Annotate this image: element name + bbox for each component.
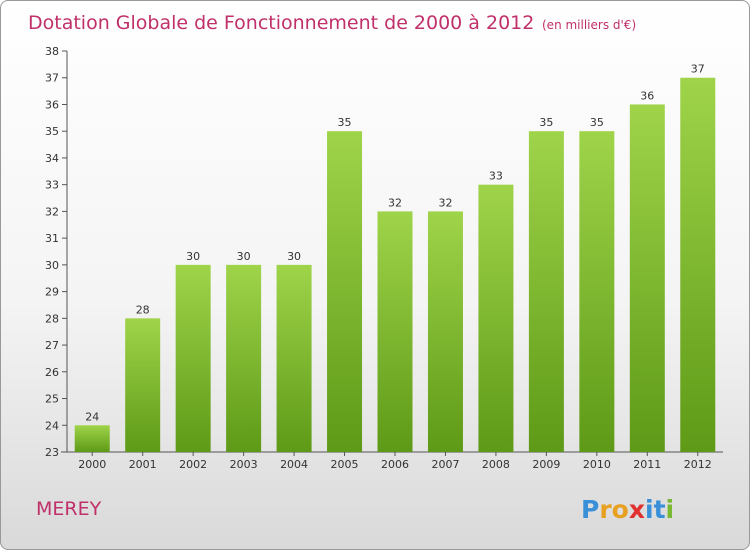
logo-letter: i xyxy=(645,495,654,524)
y-tick-label: 35 xyxy=(45,125,59,138)
value-label: 28 xyxy=(136,303,150,316)
bar-2005 xyxy=(327,131,363,452)
x-tick-label: 2002 xyxy=(179,458,207,471)
chart-title: Dotation Globale de Fonctionnement de 20… xyxy=(28,12,534,34)
x-tick-label: 2011 xyxy=(633,458,661,471)
y-tick-label: 34 xyxy=(45,152,59,165)
bar-2008 xyxy=(478,184,514,452)
chart-subtitle: (en milliers d'€) xyxy=(542,18,636,32)
bar-2009 xyxy=(528,131,564,452)
x-tick-label: 2000 xyxy=(78,458,106,471)
x-tick-label: 2004 xyxy=(280,458,308,471)
y-tick-label: 23 xyxy=(45,446,59,459)
x-tick-label: 2010 xyxy=(583,458,611,471)
value-label: 37 xyxy=(691,63,705,76)
value-label: 30 xyxy=(237,250,251,263)
y-tick-label: 37 xyxy=(45,72,59,85)
x-tick-label: 2005 xyxy=(331,458,359,471)
y-tick-label: 24 xyxy=(45,419,59,432)
y-tick-label: 26 xyxy=(45,366,59,379)
x-tick-label: 2001 xyxy=(129,458,157,471)
bar-2012 xyxy=(680,77,716,452)
value-label: 32 xyxy=(388,196,402,209)
logo-letter: P xyxy=(581,495,599,524)
y-tick-group: 23 24 25 26 27 28 29 30 31 32 33 34 35 36 37 38 xyxy=(45,45,67,459)
y-tick-label: 30 xyxy=(45,259,59,272)
bar-2011 xyxy=(629,104,665,452)
y-tick-label: 28 xyxy=(45,312,59,325)
bar-2007 xyxy=(427,211,463,452)
y-tick-label: 31 xyxy=(45,232,59,245)
logo-letter: x xyxy=(629,495,645,524)
bar-2006 xyxy=(377,211,413,452)
bar-2001 xyxy=(125,318,161,452)
y-tick-label: 33 xyxy=(45,179,59,192)
x-tick-label: 2007 xyxy=(431,458,459,471)
x-tick-label: 2008 xyxy=(482,458,510,471)
y-tick-label: 27 xyxy=(45,339,59,352)
bar-2004 xyxy=(276,264,312,452)
logo-letter: t xyxy=(654,495,666,524)
value-label: 35 xyxy=(539,116,553,129)
value-label-group: 24 28 30 30 30 35 32 32 33 35 35 36 37 xyxy=(85,63,705,424)
bar-2003 xyxy=(226,264,262,452)
value-label: 33 xyxy=(489,170,503,183)
logo-letter: o xyxy=(612,495,629,524)
y-tick-label: 36 xyxy=(45,98,59,111)
y-tick-label: 25 xyxy=(45,393,59,406)
proxiti-logo: Proxiti xyxy=(581,495,674,524)
value-label: 32 xyxy=(438,196,452,209)
bars-group xyxy=(74,77,716,452)
commune-name: MEREY xyxy=(36,498,102,520)
y-tick-label: 32 xyxy=(45,205,59,218)
x-tick-label: 2009 xyxy=(532,458,560,471)
x-tick-group: 2000 2001 2002 2003 2004 2005 2006 2007 2008 2009… xyxy=(78,452,712,471)
bar-2010 xyxy=(579,131,615,452)
value-label: 30 xyxy=(186,250,200,263)
logo-letter: r xyxy=(599,495,612,524)
value-label: 35 xyxy=(590,116,604,129)
x-tick-label: 2012 xyxy=(684,458,712,471)
value-label: 30 xyxy=(287,250,301,263)
value-label: 36 xyxy=(640,89,654,102)
x-tick-label: 2006 xyxy=(381,458,409,471)
bar-2000 xyxy=(74,425,110,452)
value-label: 35 xyxy=(338,116,352,129)
y-tick-label: 29 xyxy=(45,286,59,299)
bar-2002 xyxy=(175,264,211,452)
value-label: 24 xyxy=(85,410,99,423)
y-tick-label: 38 xyxy=(45,45,59,58)
logo-letter: i xyxy=(666,495,675,524)
x-tick-label: 2003 xyxy=(230,458,258,471)
